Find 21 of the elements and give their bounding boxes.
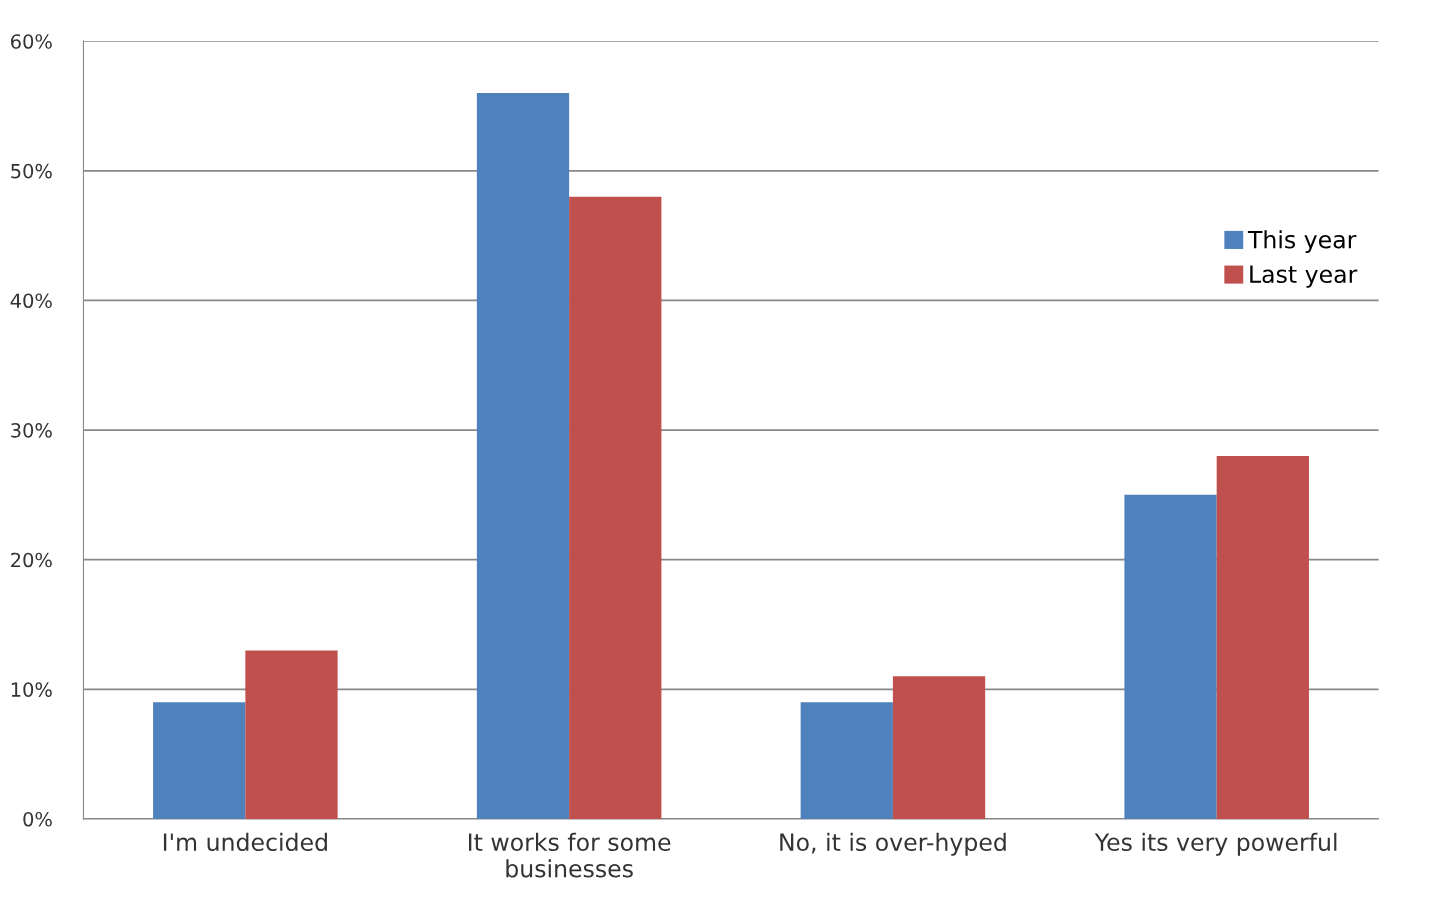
bar [892,676,986,819]
bar [153,702,246,819]
bar [569,196,662,819]
bar [476,93,570,819]
legend-label: Last year [1250,265,1358,288]
bar [1216,455,1309,819]
bar [800,702,893,819]
bar [245,650,338,819]
y-tick-label: 30% [11,423,52,438]
y-tick-label: 0% [23,811,52,827]
y-tick-label: 10% [11,682,52,697]
x-tick-label: It works for some businesses [468,832,671,878]
bar [1124,494,1217,819]
y-tick-label: 60% [11,34,52,49]
legend-label: This year [1247,230,1357,254]
x-tick-label: No, it is over-hyped [780,832,1006,856]
y-tick-label: 20% [11,552,52,568]
y-tick-label: 40% [10,293,52,309]
x-tick-label: I'm undecided [163,832,327,852]
x-tick-label: Yes its very powerful [1094,832,1337,856]
y-tick-label: 50% [11,163,52,179]
